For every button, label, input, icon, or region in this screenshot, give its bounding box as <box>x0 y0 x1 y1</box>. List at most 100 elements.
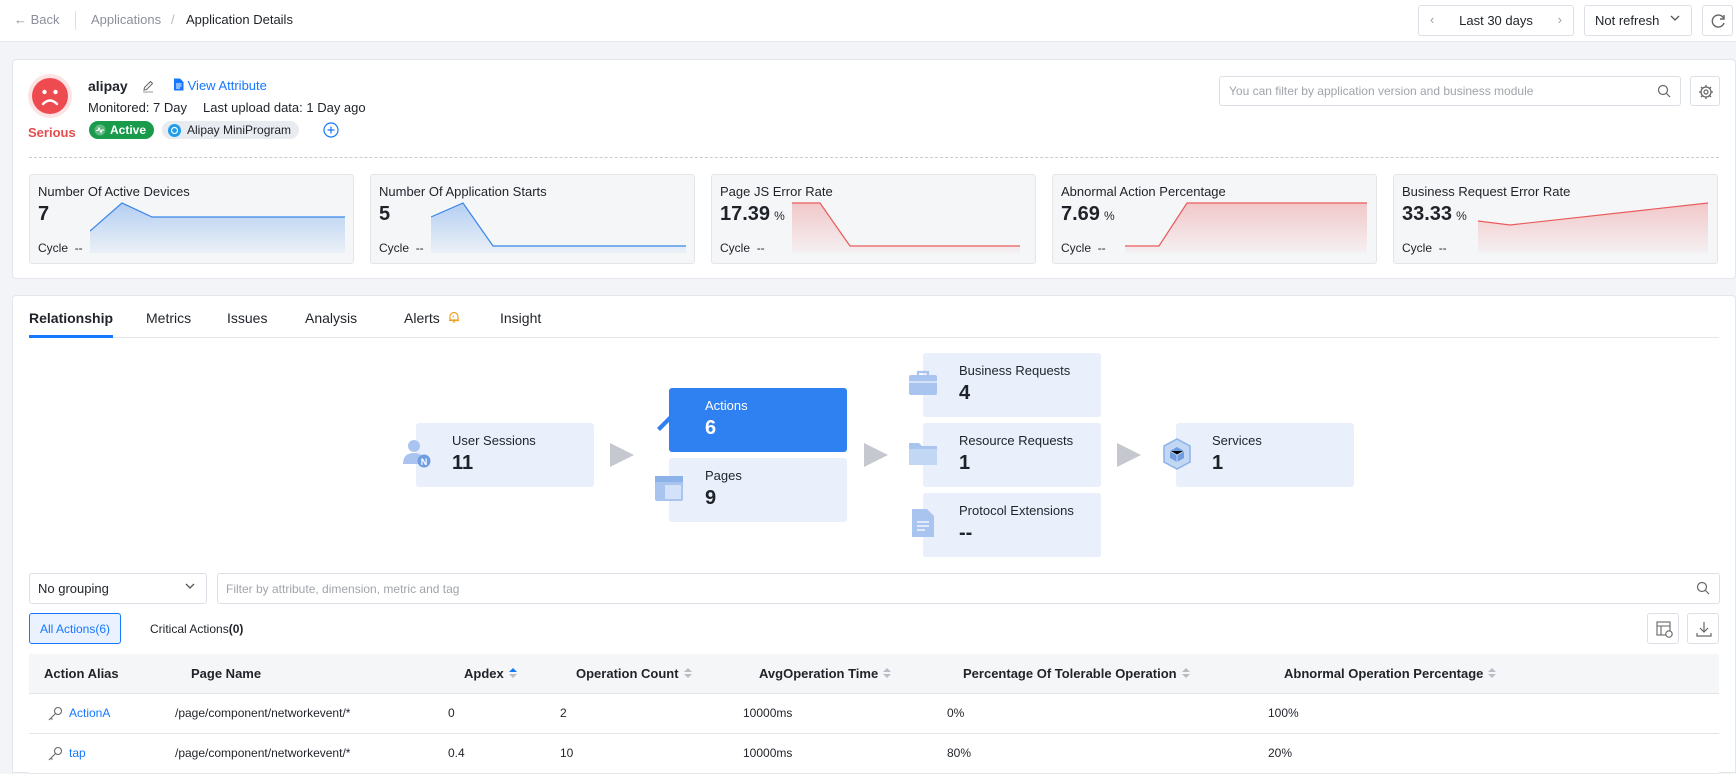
view-attribute-link[interactable]: View Attribute <box>173 78 267 93</box>
metric-value: 7.69% <box>1061 203 1115 225</box>
action-alias-link[interactable]: tap <box>69 746 86 760</box>
edit-icon[interactable] <box>141 79 155 98</box>
metric-value: 5 <box>379 203 391 225</box>
node-resource-requests[interactable]: Resource Requests 1 <box>909 423 1101 487</box>
cell-abnormal-percentage: 20% <box>1268 746 1293 760</box>
breadcrumb-applications[interactable]: Applications <box>91 12 162 27</box>
active-tab-indicator <box>29 335 113 338</box>
tab-insight[interactable]: Insight <box>500 310 542 326</box>
tab-bar: Relationship Metrics Issues Analysis Ale… <box>29 296 1719 338</box>
time-range-picker[interactable]: ‹ Last 30 days › <box>1418 5 1574 36</box>
node-label: Resource Requests <box>959 433 1074 448</box>
download-button[interactable] <box>1687 613 1719 644</box>
cell-apdex: 0 <box>448 706 455 720</box>
column-settings-button[interactable] <box>1647 613 1679 644</box>
detail-panel: Relationship Metrics Issues Analysis Ale… <box>12 295 1736 774</box>
node-actions[interactable]: Actions 6 <box>657 388 847 452</box>
critical-actions-filter[interactable]: Critical Actions (0) <box>144 613 249 644</box>
settings-button[interactable] <box>1690 76 1720 106</box>
node-value: 9 <box>705 487 717 509</box>
top-bar: ← Back Applications / Application Detail… <box>0 0 1736 42</box>
metric-card-business-request-error-rate[interactable]: Business Request Error Rate 33.33% Cycle… <box>1393 174 1718 264</box>
node-pages[interactable]: Pages 9 <box>655 458 847 522</box>
briefcase-icon <box>907 367 939 404</box>
metric-card-abnormal-action-percentage[interactable]: Abnormal Action Percentage 7.69% Cycle -… <box>1052 174 1377 264</box>
document-icon <box>174 78 184 91</box>
refresh-button[interactable] <box>1702 5 1733 36</box>
breadcrumb-separator: / <box>171 12 175 27</box>
user-icon: N <box>400 437 432 474</box>
add-tag-icon[interactable] <box>323 122 339 143</box>
metric-cycle: Cycle -- <box>38 241 83 255</box>
tab-alerts[interactable]: Alerts <box>404 310 461 326</box>
metric-card-application-starts[interactable]: Number Of Application Starts 5 Cycle -- <box>370 174 695 264</box>
back-button[interactable]: ← Back <box>14 12 60 27</box>
action-alias-link[interactable]: ActionA <box>69 706 111 720</box>
column-header-abnormal-operation[interactable]: Abnormal Operation Percentage <box>1284 666 1497 681</box>
metric-value: 7 <box>38 203 50 225</box>
metric-value: 17.39% <box>720 203 785 225</box>
metric-cycle: Cycle -- <box>1061 241 1106 255</box>
node-services[interactable]: Services 1 <box>1163 423 1354 487</box>
chevron-left-icon[interactable]: ‹ <box>1430 12 1435 27</box>
column-header-operation-count[interactable]: Operation Count <box>576 666 692 681</box>
metric-cycle: Cycle -- <box>1402 241 1447 255</box>
tab-analysis[interactable]: Analysis <box>305 310 358 326</box>
tab-relationship[interactable]: Relationship <box>29 310 114 326</box>
grouping-select[interactable]: No grouping <box>29 573 207 604</box>
version-module-filter[interactable]: You can filter by application version an… <box>1219 76 1681 106</box>
node-value: 11 <box>452 452 474 474</box>
svg-text:N: N <box>421 457 428 467</box>
column-header-apdex[interactable]: Apdex <box>464 666 517 681</box>
cell-avg-operation-time: 10000ms <box>743 706 793 720</box>
cell-apdex: 0.4 <box>448 746 465 760</box>
chevron-down-icon <box>1669 12 1681 27</box>
metric-title: Page JS Error Rate <box>720 184 833 199</box>
platform-badge-label: Alipay MiniProgram <box>187 123 292 137</box>
table-filter-input[interactable]: Filter by attribute, dimension, metric a… <box>217 573 1720 604</box>
node-value: 1 <box>959 452 971 474</box>
application-summary-card: Serious alipay View Attribute Monitored:… <box>12 59 1736 279</box>
metric-title: Number Of Application Starts <box>379 184 547 199</box>
refresh-mode-select[interactable]: Not refresh <box>1584 5 1692 36</box>
search-icon <box>1696 581 1710 600</box>
sort-icon <box>683 668 692 679</box>
metric-cycle: Cycle -- <box>720 241 765 255</box>
grouping-label: No grouping <box>38 581 109 596</box>
all-actions-filter[interactable]: All Actions(6) <box>29 613 122 644</box>
flow-arrow <box>610 443 634 467</box>
column-header-tolerable-operation[interactable]: Percentage Of Tolerable Operation <box>963 666 1190 681</box>
node-label: Services <box>1212 433 1262 448</box>
tab-issues[interactable]: Issues <box>227 310 268 326</box>
flow-arrow <box>864 443 888 467</box>
table-settings-icon <box>1656 621 1673 638</box>
metric-card-js-error-rate[interactable]: Page JS Error Rate 17.39% Cycle -- <box>711 174 1036 264</box>
cell-tolerable-percentage: 80% <box>947 746 972 760</box>
node-value: 4 <box>959 382 971 404</box>
column-header-page-name: Page Name <box>191 666 262 681</box>
folder-icon <box>907 437 939 474</box>
column-header-avg-operation-time[interactable]: AvgOperation Time <box>759 666 892 681</box>
cell-tolerable-percentage: 0% <box>947 706 965 720</box>
table-row[interactable]: tap /page/component/networkevent/* 0.4 1… <box>29 734 1719 774</box>
table-row[interactable]: ActionA /page/component/networkevent/* 0… <box>29 694 1719 734</box>
cell-avg-operation-time: 10000ms <box>743 746 793 760</box>
node-label: User Sessions <box>452 433 536 448</box>
sort-icon <box>1181 668 1190 679</box>
sort-icon <box>1488 668 1497 679</box>
activity-icon <box>94 124 106 136</box>
trend-sparkline <box>792 202 1020 253</box>
chevron-right-icon[interactable]: › <box>1557 12 1562 27</box>
sad-face-icon <box>32 78 68 114</box>
critical-actions-label: Critical Actions <box>150 621 229 636</box>
node-protocol-extensions[interactable]: Protocol Extensions -- <box>912 493 1101 557</box>
node-value: 6 <box>705 417 717 439</box>
metric-value: 33.33% <box>1402 203 1467 225</box>
node-business-requests[interactable]: Business Requests 4 <box>909 353 1101 417</box>
metric-card-active-devices[interactable]: Number Of Active Devices 7 Cycle -- <box>29 174 354 264</box>
node-user-sessions[interactable]: N User Sessions 11 <box>403 423 594 487</box>
search-icon <box>1657 84 1671 103</box>
tab-metrics[interactable]: Metrics <box>146 310 192 326</box>
cell-operation-count: 10 <box>560 746 574 760</box>
trend-sparkline <box>431 202 686 253</box>
